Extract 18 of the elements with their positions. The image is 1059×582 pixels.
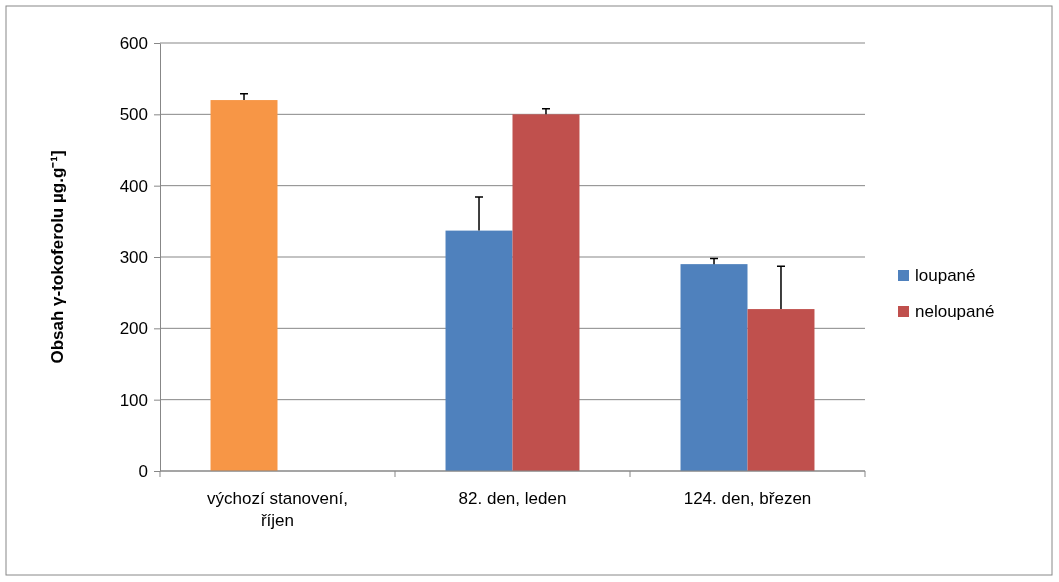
bar — [512, 114, 580, 471]
bar — [210, 100, 278, 471]
bar — [445, 230, 513, 471]
bar — [747, 309, 815, 471]
y-tick-label: 200 — [119, 319, 148, 339]
x-tick-label: výchozí stanovení, říjen — [207, 489, 348, 530]
legend-label: neloupané — [915, 302, 995, 321]
bar — [680, 264, 748, 471]
x-tick-label: 82. den, leden — [458, 489, 567, 508]
x-tick-label: 124. den, březen — [683, 489, 812, 508]
y-tick-label: 400 — [119, 176, 148, 196]
y-tick-label: 300 — [119, 247, 148, 267]
legend-label: loupané — [915, 266, 976, 285]
y-tick-label: 500 — [119, 105, 148, 125]
y-tick-label: 100 — [119, 390, 148, 410]
y-tick-label: 600 — [119, 33, 148, 53]
y-axis-title: Obsah γ-tokoferolu µg.g⁻¹] — [48, 150, 67, 364]
y-tick-label: 0 — [138, 461, 148, 481]
